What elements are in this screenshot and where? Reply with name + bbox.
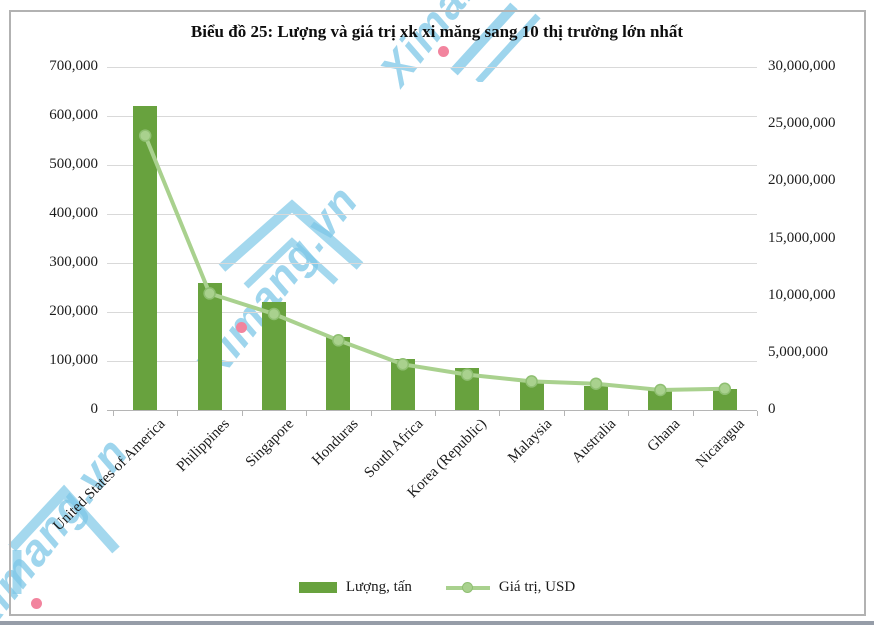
legend-value-label: Giá trị, USD	[498, 579, 576, 595]
category-label: South Africa	[361, 416, 427, 482]
y-axis-right-tick-label: 30,000,000	[768, 58, 836, 74]
y-axis-left-tick-label: 100,000	[49, 352, 98, 368]
gridline	[107, 67, 757, 68]
x-axis-tick	[693, 411, 694, 416]
category-label: Philippines	[174, 416, 234, 476]
watermark-dot	[31, 598, 42, 609]
category-label: Australia	[569, 416, 620, 467]
y-axis-right-tick-label: 20,000,000	[768, 172, 836, 189]
bar	[455, 368, 479, 410]
y-axis-left-tick-label: 700,000	[49, 58, 98, 74]
y-axis-right-tick-label: 5,000,000	[768, 343, 828, 360]
y-axis-left-tick-label: 600,000	[49, 107, 98, 123]
gridline	[107, 165, 757, 166]
x-axis-tick	[113, 411, 114, 416]
bottom-divider	[0, 621, 874, 625]
y-axis-right-tick-label: 0	[768, 401, 776, 417]
bar	[326, 337, 350, 410]
x-axis-tick	[628, 411, 629, 416]
category-label: Ghana	[644, 416, 684, 456]
y-axis-right-tick-label: 10,000,000	[768, 286, 836, 303]
bar	[391, 359, 415, 410]
gridline	[107, 410, 757, 411]
x-axis-tick	[435, 411, 436, 416]
gridline	[107, 214, 757, 215]
category-label: Nicaragua	[693, 416, 749, 471]
legend-line-swatch-icon	[445, 581, 490, 594]
y-axis-right-tick-label: 15,000,000	[768, 229, 836, 246]
legend-bar-swatch-icon	[298, 582, 337, 593]
bar	[713, 389, 737, 410]
category-label: Singapore	[242, 416, 298, 471]
watermark-logo-roof-icon	[450, 2, 541, 82]
y-axis-left-tick-label: 300,000	[49, 254, 98, 270]
bar	[198, 283, 222, 410]
y-axis-left-tick-label: 0	[90, 401, 99, 417]
bar	[262, 302, 286, 410]
x-axis-tick	[306, 411, 307, 416]
x-axis-tick	[242, 411, 243, 416]
watermark-dot	[438, 46, 449, 57]
y-axis-right-tick-label: 25,000,000	[768, 115, 836, 132]
bar	[520, 380, 544, 410]
x-axis-tick	[177, 411, 178, 416]
bar	[648, 390, 672, 410]
bar	[133, 106, 157, 410]
legend: Lượng, tấn Giá trị, USD	[0, 579, 874, 596]
y-axis-left-tick-label: 200,000	[49, 303, 98, 319]
category-label: Honduras	[308, 416, 362, 469]
legend-item-value: Giá trị, USD	[445, 579, 576, 596]
gridline	[107, 263, 757, 264]
x-axis-tick	[757, 411, 758, 416]
bar	[584, 386, 608, 410]
watermark-dot	[236, 322, 247, 333]
chart-title: Biểu đồ 25: Lượng và giá trị xk xi măng …	[190, 22, 684, 41]
legend-item-volume: Lượng, tấn	[298, 579, 412, 596]
x-axis-tick	[499, 411, 500, 416]
category-label: Malaysia	[505, 416, 556, 467]
watermark-logo-roof-icon	[8, 484, 120, 594]
x-axis-tick	[371, 411, 372, 416]
x-axis-tick	[564, 411, 565, 416]
legend-volume-label: Lượng, tấn	[345, 579, 412, 595]
y-axis-left-tick-label: 500,000	[49, 156, 98, 172]
y-axis-left-tick-label: 400,000	[49, 205, 98, 221]
gridline	[107, 116, 757, 117]
